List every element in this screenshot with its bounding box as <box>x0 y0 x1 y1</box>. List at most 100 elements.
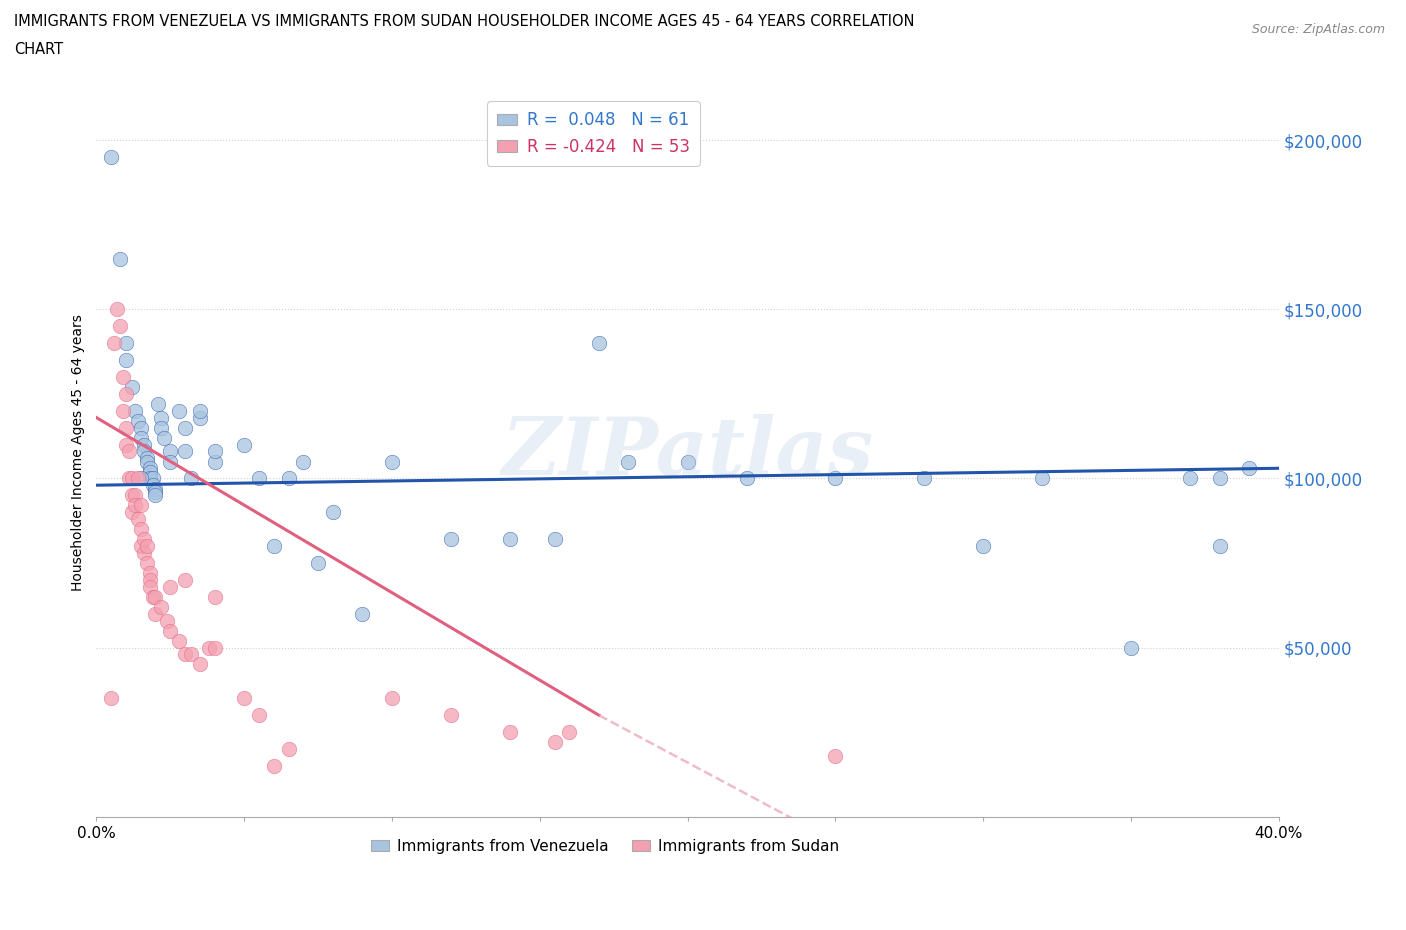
Point <box>174 420 197 435</box>
Text: CHART: CHART <box>14 42 63 57</box>
Point <box>145 590 167 604</box>
Point <box>1209 471 1232 485</box>
Point <box>138 579 160 594</box>
Point <box>135 451 157 466</box>
Point <box>145 488 167 503</box>
Point <box>263 538 285 553</box>
Point <box>135 555 157 570</box>
Point <box>499 532 522 547</box>
Point <box>138 464 160 479</box>
Point <box>108 251 131 266</box>
Point <box>150 420 173 435</box>
Point <box>129 522 152 537</box>
Point <box>322 505 344 520</box>
Point <box>121 471 143 485</box>
Point <box>115 336 138 351</box>
Point <box>676 454 699 469</box>
Point <box>180 647 202 662</box>
Point <box>159 623 181 638</box>
Point <box>118 444 141 458</box>
Point <box>150 600 173 615</box>
Point <box>148 396 170 411</box>
Point <box>735 471 758 485</box>
Point <box>156 613 179 628</box>
Point <box>440 708 463 723</box>
Point <box>159 579 181 594</box>
Point <box>188 657 211 671</box>
Point <box>174 444 197 458</box>
Point <box>180 471 202 485</box>
Point <box>121 379 143 394</box>
Point <box>167 633 190 648</box>
Point <box>141 590 163 604</box>
Point <box>138 565 160 580</box>
Point <box>1031 471 1053 485</box>
Point <box>197 640 219 655</box>
Point <box>100 150 122 165</box>
Point <box>381 454 404 469</box>
Point <box>138 461 160 476</box>
Point <box>499 724 522 739</box>
Point <box>307 555 329 570</box>
Point <box>247 708 270 723</box>
Point <box>145 606 167 621</box>
Point <box>204 640 226 655</box>
Point <box>233 437 256 452</box>
Point <box>912 471 935 485</box>
Point <box>1119 640 1142 655</box>
Point <box>100 691 122 706</box>
Point <box>127 471 149 485</box>
Point <box>129 538 152 553</box>
Point <box>115 352 138 367</box>
Point <box>115 387 138 402</box>
Point <box>145 485 167 499</box>
Point <box>263 759 285 774</box>
Point <box>204 454 226 469</box>
Point <box>1209 538 1232 553</box>
Point <box>153 431 176 445</box>
Point <box>132 545 155 560</box>
Point <box>105 302 128 317</box>
Point <box>1180 471 1202 485</box>
Point <box>381 691 404 706</box>
Point <box>141 471 163 485</box>
Point <box>277 741 299 756</box>
Point <box>111 369 134 384</box>
Text: Source: ZipAtlas.com: Source: ZipAtlas.com <box>1251 23 1385 36</box>
Point <box>174 573 197 588</box>
Point <box>111 404 134 418</box>
Point <box>135 538 157 553</box>
Point <box>124 488 146 503</box>
Point <box>132 444 155 458</box>
Point <box>121 488 143 503</box>
Point <box>233 691 256 706</box>
Point <box>824 749 846 764</box>
Point <box>103 336 125 351</box>
Point <box>352 606 374 621</box>
Point <box>558 724 581 739</box>
Point <box>150 410 173 425</box>
Point <box>129 431 152 445</box>
Point <box>204 590 226 604</box>
Point <box>588 336 610 351</box>
Point <box>115 420 138 435</box>
Point <box>138 471 160 485</box>
Point <box>121 505 143 520</box>
Point <box>115 437 138 452</box>
Point <box>292 454 315 469</box>
Point <box>1239 461 1261 476</box>
Point <box>129 498 152 513</box>
Point <box>167 404 190 418</box>
Legend: Immigrants from Venezuela, Immigrants from Sudan: Immigrants from Venezuela, Immigrants fr… <box>366 832 845 860</box>
Text: ZIPatlas: ZIPatlas <box>502 414 873 492</box>
Point <box>204 444 226 458</box>
Point <box>129 471 152 485</box>
Point <box>247 471 270 485</box>
Point <box>277 471 299 485</box>
Text: IMMIGRANTS FROM VENEZUELA VS IMMIGRANTS FROM SUDAN HOUSEHOLDER INCOME AGES 45 - : IMMIGRANTS FROM VENEZUELA VS IMMIGRANTS … <box>14 14 914 29</box>
Point <box>127 512 149 526</box>
Point <box>141 478 163 493</box>
Point <box>129 420 152 435</box>
Point <box>132 532 155 547</box>
Point <box>127 414 149 429</box>
